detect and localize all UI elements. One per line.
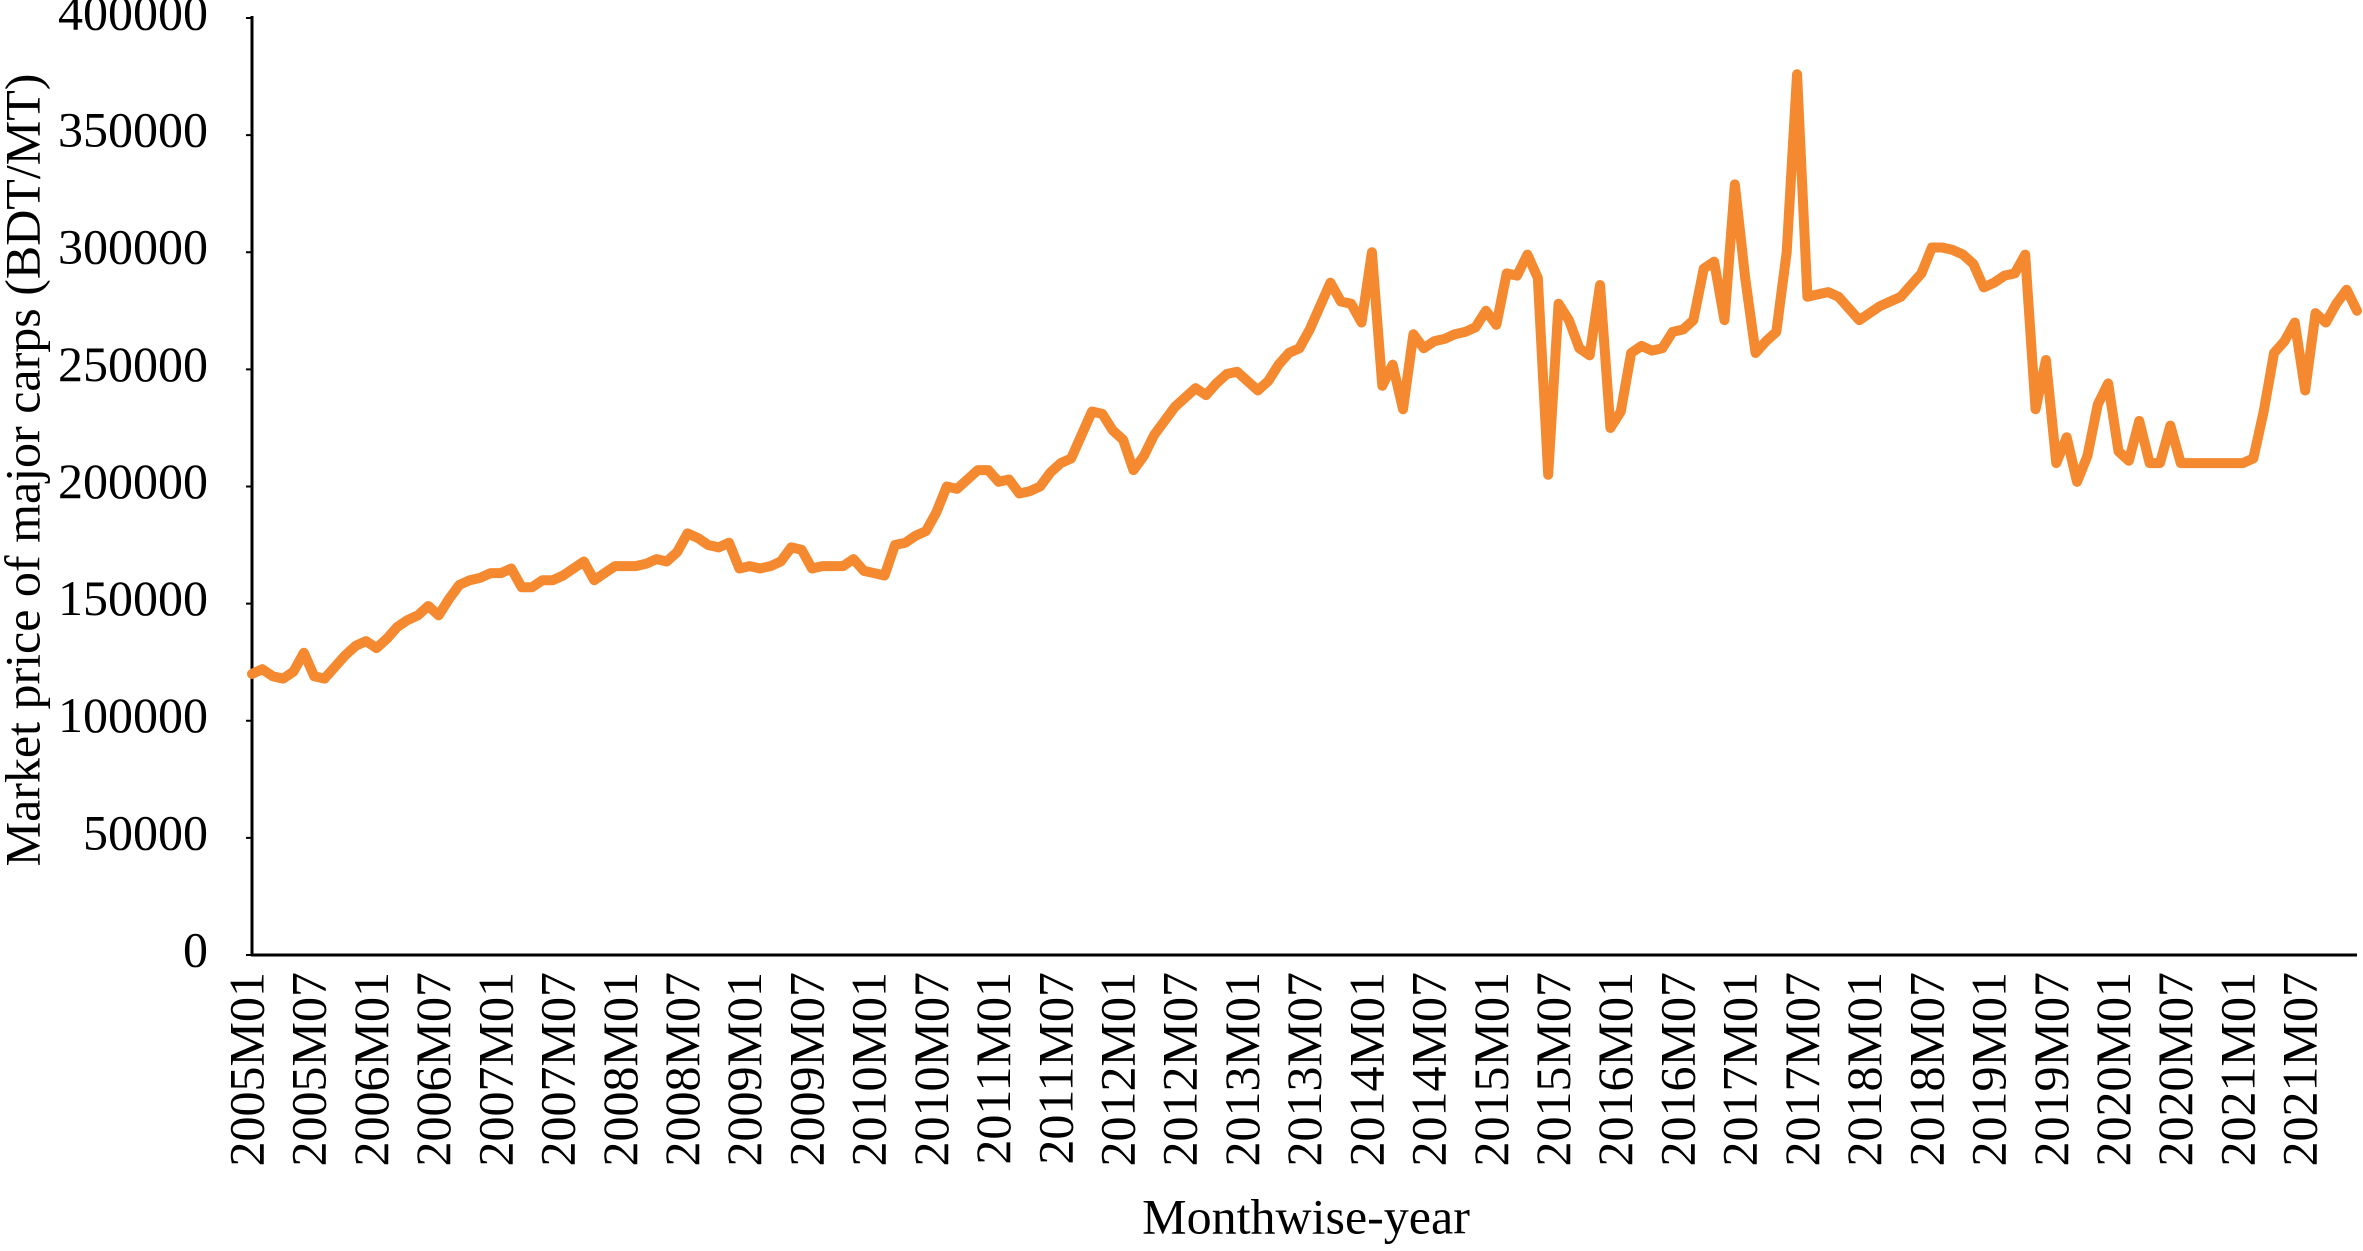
y-tick-label: 150000: [58, 570, 208, 626]
x-tick-label: 2006M01: [343, 972, 399, 1166]
x-tick-label: 2010M07: [903, 972, 959, 1166]
y-tick-label: 100000: [58, 687, 208, 743]
x-tick-label: 2005M07: [281, 972, 337, 1166]
y-tick-label: 0: [183, 921, 208, 977]
y-axis-title: Market price of major carps (BDT/MT): [0, 74, 50, 867]
y-tick-label: 300000: [58, 219, 208, 275]
x-tick-label: 2006M07: [405, 972, 461, 1166]
x-tick-label: 2008M07: [654, 972, 710, 1166]
x-axis-title: Monthwise-year: [1142, 1188, 1470, 1244]
x-tick-label: 2021M01: [2209, 972, 2265, 1166]
x-tick-label: 2018M07: [1898, 972, 1954, 1166]
x-tick-label: 2016M07: [1649, 972, 1705, 1166]
y-tick-label: 50000: [83, 804, 208, 860]
x-tick-label: 2018M01: [1836, 972, 1892, 1166]
y-tick-label: 350000: [58, 102, 208, 158]
x-tick-label: 2014M07: [1401, 972, 1457, 1166]
x-tick-label: 2013M07: [1276, 972, 1332, 1166]
x-tick-label: 2020M07: [2147, 972, 2203, 1166]
x-tick-label: 2009M01: [716, 972, 772, 1166]
y-tick-label: 200000: [58, 453, 208, 509]
x-tick-label: 2017M01: [1712, 972, 1768, 1166]
x-tick-label: 2020M01: [2085, 972, 2141, 1166]
x-tick-label: 2015M07: [1525, 972, 1581, 1166]
x-tick-label: 2005M01: [218, 972, 274, 1166]
x-tick-label: 2014M01: [1338, 972, 1394, 1166]
y-tick-label: 250000: [58, 336, 208, 392]
x-tick-label: 2011M01: [965, 972, 1021, 1165]
price-line: [247, 69, 2362, 684]
x-tick-label: 2015M01: [1463, 972, 1519, 1166]
x-tick-label: 2017M07: [1774, 972, 1830, 1166]
x-tick-label: 2013M01: [1214, 972, 1270, 1166]
x-tick-label: 2010M01: [841, 972, 897, 1166]
x-tick-label: 2012M01: [1090, 972, 1146, 1166]
x-tick-label: 2009M07: [778, 972, 834, 1166]
x-tick-label: 2007M01: [467, 972, 523, 1166]
x-tick-label: 2008M01: [592, 972, 648, 1166]
y-tick-label: 400000: [58, 0, 208, 40]
x-tick-label: 2021M07: [2272, 972, 2328, 1166]
x-tick-label: 2011M07: [1027, 972, 1083, 1165]
x-tick-label: 2019M01: [1961, 972, 2017, 1166]
x-tick-label: 2007M07: [530, 972, 586, 1166]
x-tick-label: 2012M07: [1152, 972, 1208, 1166]
x-tick-label: 2019M07: [2023, 972, 2079, 1166]
x-tick-label: 2016M01: [1587, 972, 1643, 1166]
